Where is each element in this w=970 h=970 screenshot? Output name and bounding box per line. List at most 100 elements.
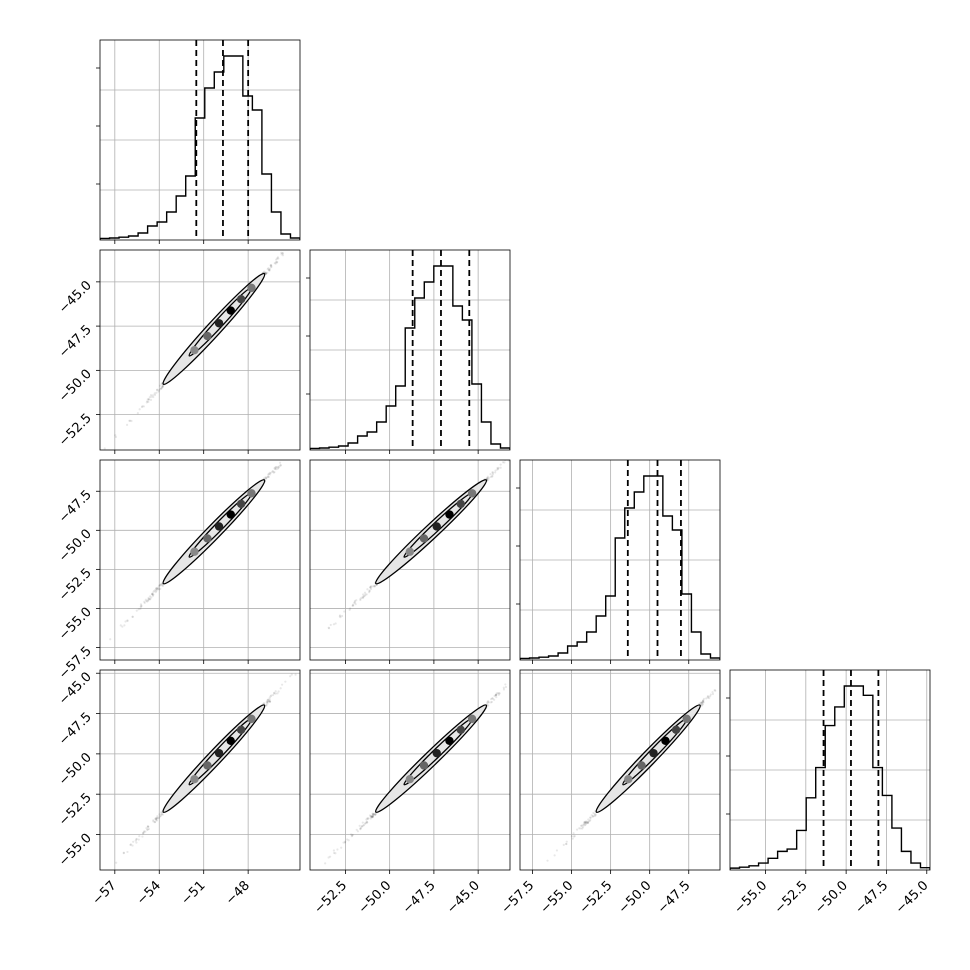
sample-point [358,824,361,827]
sample-point [579,827,582,830]
sample-point [268,269,271,272]
sample-point [137,608,140,611]
density-marker [456,725,465,735]
sample-point [700,704,703,707]
density-marker [214,319,224,328]
sample-point [159,583,163,586]
sample-point [273,691,276,694]
sample-point [369,587,373,591]
sample-point [158,583,161,587]
sample-point [277,466,280,469]
x-tick-label: −50.0 [812,878,851,917]
sample-point [157,390,160,393]
sample-point [371,816,374,819]
sample-point [147,599,150,602]
sample-point [499,463,502,466]
sample-point [373,584,377,588]
density-marker [671,725,681,735]
density-marker [190,774,199,784]
sample-point [126,850,129,854]
y-tick-label: −47.5 [56,487,95,526]
sample-point [275,465,278,469]
sample-point [153,821,156,824]
sample-point [324,862,327,865]
sample-point [701,699,705,702]
sample-point [573,835,576,838]
sample-point [268,700,271,703]
y-tick-label: −52.5 [56,790,95,829]
sample-point [359,827,362,830]
sample-point [584,823,587,826]
x-tick-label: −52.5 [772,878,811,917]
sample-point [151,592,154,595]
sample-point [119,624,122,627]
sample-point [594,813,597,816]
sample-point [494,694,497,697]
density-marker [405,547,415,556]
sample-point [583,824,586,827]
density-marker [214,748,224,758]
sample-point [491,473,495,476]
sample-point [497,466,500,469]
sample-point [365,820,368,823]
sample-point [366,817,369,821]
sample-point [273,692,276,695]
sample-point [495,694,498,697]
sample-point [268,700,272,703]
sample-point [333,851,336,855]
sample-point [497,693,500,696]
sample-point [369,816,373,819]
sample-point [145,827,148,830]
sample-point [266,268,269,271]
y-tick-label: −50.0 [56,750,95,789]
sample-point [584,822,587,825]
sample-point [553,854,556,857]
y-tick-label: −45.0 [56,278,95,317]
density-marker [236,725,246,735]
sample-point [270,264,273,267]
sample-point [359,598,362,602]
x-tick-label: −57 [90,878,120,908]
sample-point [152,819,155,822]
density-marker [236,499,246,509]
sample-point [269,471,272,475]
y-tick-label: −50.0 [56,367,95,406]
sample-point [494,693,497,697]
scatter-panel-3-2 [309,459,511,664]
sample-point [289,675,292,678]
sample-point [268,473,272,476]
sample-point [150,596,153,599]
sample-point [268,696,271,699]
sample-point [711,692,715,696]
sample-point [504,685,508,689]
sample-point [486,701,490,704]
sample-point [153,392,156,395]
sample-point [343,841,347,844]
sample-point [565,842,568,846]
sample-point [146,398,149,401]
sample-point [152,820,155,823]
sample-point [338,614,342,617]
density-marker [624,774,633,784]
sample-point [151,594,155,597]
sample-point [366,821,369,824]
sample-point [583,821,586,824]
sample-point [366,588,369,591]
sample-point [700,701,703,705]
sample-point [138,408,141,411]
sample-point [492,698,496,701]
sample-point [158,813,161,816]
density-marker [432,748,441,758]
sample-point [555,849,559,852]
sample-point [140,405,144,409]
sample-point [593,814,596,818]
sample-point [343,610,346,613]
sample-point [702,699,705,702]
sample-point [278,465,281,468]
density-marker [649,748,658,758]
sample-point [264,272,268,275]
sample-point [129,843,133,846]
sample-point [124,620,127,623]
sample-point [701,703,704,706]
sample-point [268,698,271,701]
